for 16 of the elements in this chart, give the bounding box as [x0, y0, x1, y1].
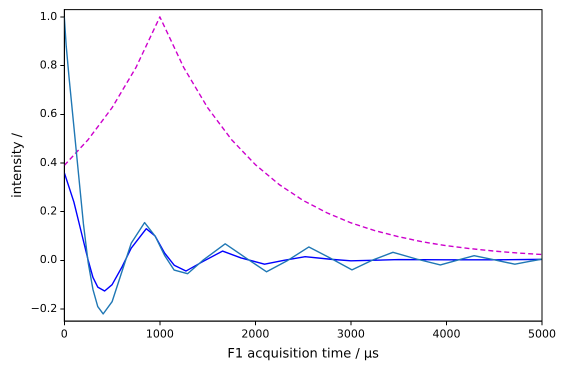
y-tick-label: 0.0: [40, 253, 58, 266]
y-tick-label: 0.8: [40, 58, 58, 72]
y-tick-label: 1.0: [40, 10, 58, 23]
x-tick-label: 0: [60, 328, 68, 341]
x-axis-title: F1 acquisition time / µs: [227, 346, 380, 362]
x-tick-label: 2000: [241, 328, 270, 341]
x-tick-label: 5000: [528, 328, 556, 341]
x-tick-label: 1000: [146, 328, 174, 341]
line-series: [64, 16, 542, 256]
y-tick-label: −0.2: [30, 302, 58, 315]
y-tick-label: 0.6: [40, 107, 58, 120]
x-tick-label: 4000: [432, 328, 460, 341]
x-tick-label: 3000: [336, 328, 365, 341]
y-tick-label: 0.4: [40, 156, 58, 169]
y-tick-label: 0.2: [40, 204, 58, 218]
y-axis-title: intensity /: [10, 132, 26, 198]
